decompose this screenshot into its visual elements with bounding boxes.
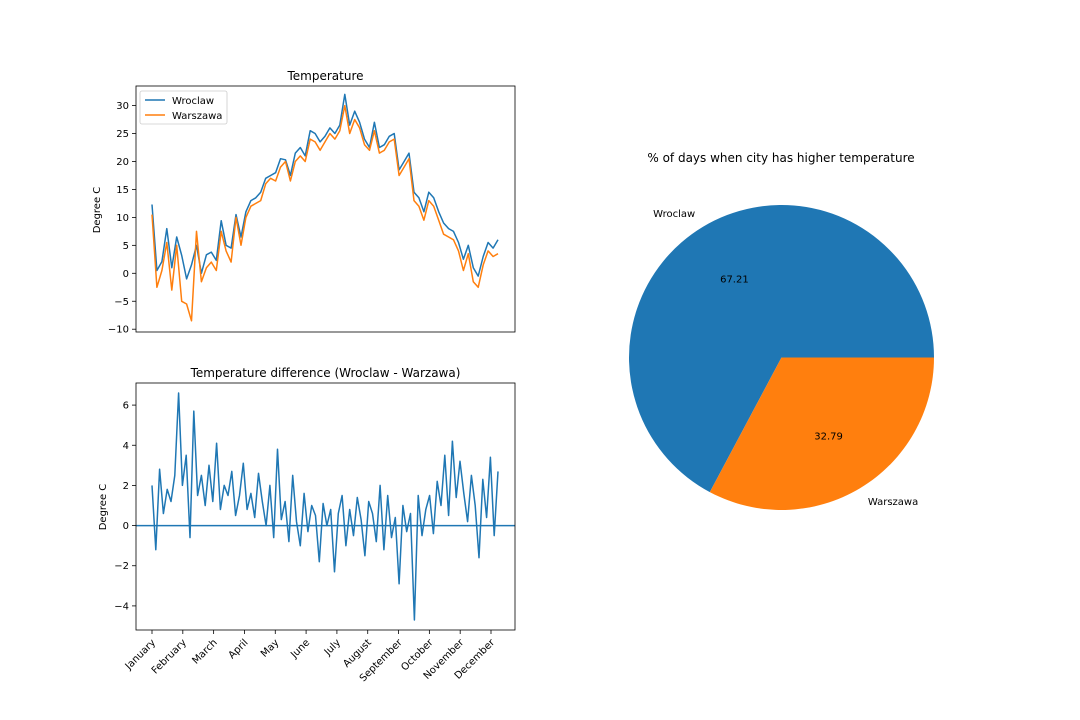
series-line-wroclaw: [151, 93, 499, 280]
temperature-lines: [151, 93, 499, 322]
difference-title: Temperature difference (Wroclaw - Warzaw…: [190, 366, 461, 380]
y-tick-label: 10: [116, 213, 129, 224]
pie-value-warszawa: 32.79: [814, 431, 843, 442]
temperature-y-axis: −10 −5 0 5 10 15 20 25 30: [108, 101, 136, 336]
pie-slice-wroclaw: [629, 204, 934, 493]
difference-lines: [136, 392, 515, 621]
pie-slice-warszawa: [709, 357, 934, 510]
y-tick-label: −5: [114, 297, 129, 308]
difference-axes-frame: [135, 382, 516, 631]
pie-title: % of days when city has higher temperatu…: [647, 151, 914, 165]
x-tick-label: May: [259, 637, 281, 659]
temperature-axes-frame: [135, 85, 516, 333]
temperature-title: Temperature: [286, 69, 363, 83]
x-tick-label: March: [190, 637, 219, 666]
legend-warszawa-label: Warszawa: [172, 111, 222, 122]
y-tick-label: −2: [114, 561, 129, 572]
difference-y-axis: −4 −2 0 2 4 6: [114, 401, 136, 612]
difference-ylabel: Degree C: [98, 484, 109, 531]
series-line-warszawa: [151, 104, 499, 322]
y-tick-label: 25: [116, 129, 129, 140]
x-tick-label: July: [322, 637, 343, 658]
y-tick-label: 4: [123, 441, 129, 452]
pie-label-wroclaw: Wroclaw: [653, 209, 695, 220]
temperature-chart: Temperature Degree C −10 −5 0 5 10 15 20 25 30 W…: [92, 69, 516, 336]
y-tick-label: 0: [123, 521, 129, 532]
pie-label-warszawa: Warszawa: [868, 497, 918, 508]
y-tick-label: 20: [116, 157, 129, 168]
y-tick-label: 2: [123, 481, 129, 492]
pie-value-wroclaw: 67.21: [720, 275, 749, 286]
y-tick-label: 30: [116, 101, 129, 112]
difference-chart: Temperature difference (Wroclaw - Warzaw…: [98, 366, 516, 684]
legend-wroclaw-label: Wroclaw: [172, 96, 214, 107]
y-tick-label: −10: [108, 325, 129, 336]
y-tick-label: 0: [123, 269, 129, 280]
y-tick-label: 5: [123, 241, 129, 252]
y-tick-label: 6: [123, 401, 129, 412]
x-tick-label: April: [227, 637, 251, 661]
y-tick-label: 15: [116, 185, 129, 196]
temperature-ylabel: Degree C: [92, 187, 103, 234]
series-line-wroclaw-warszawa: [151, 392, 499, 621]
pie-slices: Wroclaw 67.21 Warszawa 32.79: [629, 204, 934, 510]
pie-chart: % of days when city has higher temperatu…: [629, 151, 934, 510]
x-tick-label: June: [288, 637, 312, 661]
temperature-legend: Wroclaw Warszawa: [139, 90, 228, 125]
y-tick-label: −4: [114, 601, 129, 612]
